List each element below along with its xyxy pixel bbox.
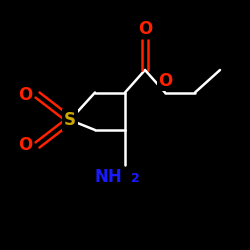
- Text: O: O: [158, 72, 172, 90]
- Text: O: O: [18, 86, 32, 104]
- Text: 2: 2: [131, 172, 140, 185]
- Text: NH: NH: [95, 168, 122, 186]
- Text: O: O: [138, 20, 152, 38]
- Text: S: S: [64, 111, 76, 129]
- Text: O: O: [18, 136, 32, 154]
